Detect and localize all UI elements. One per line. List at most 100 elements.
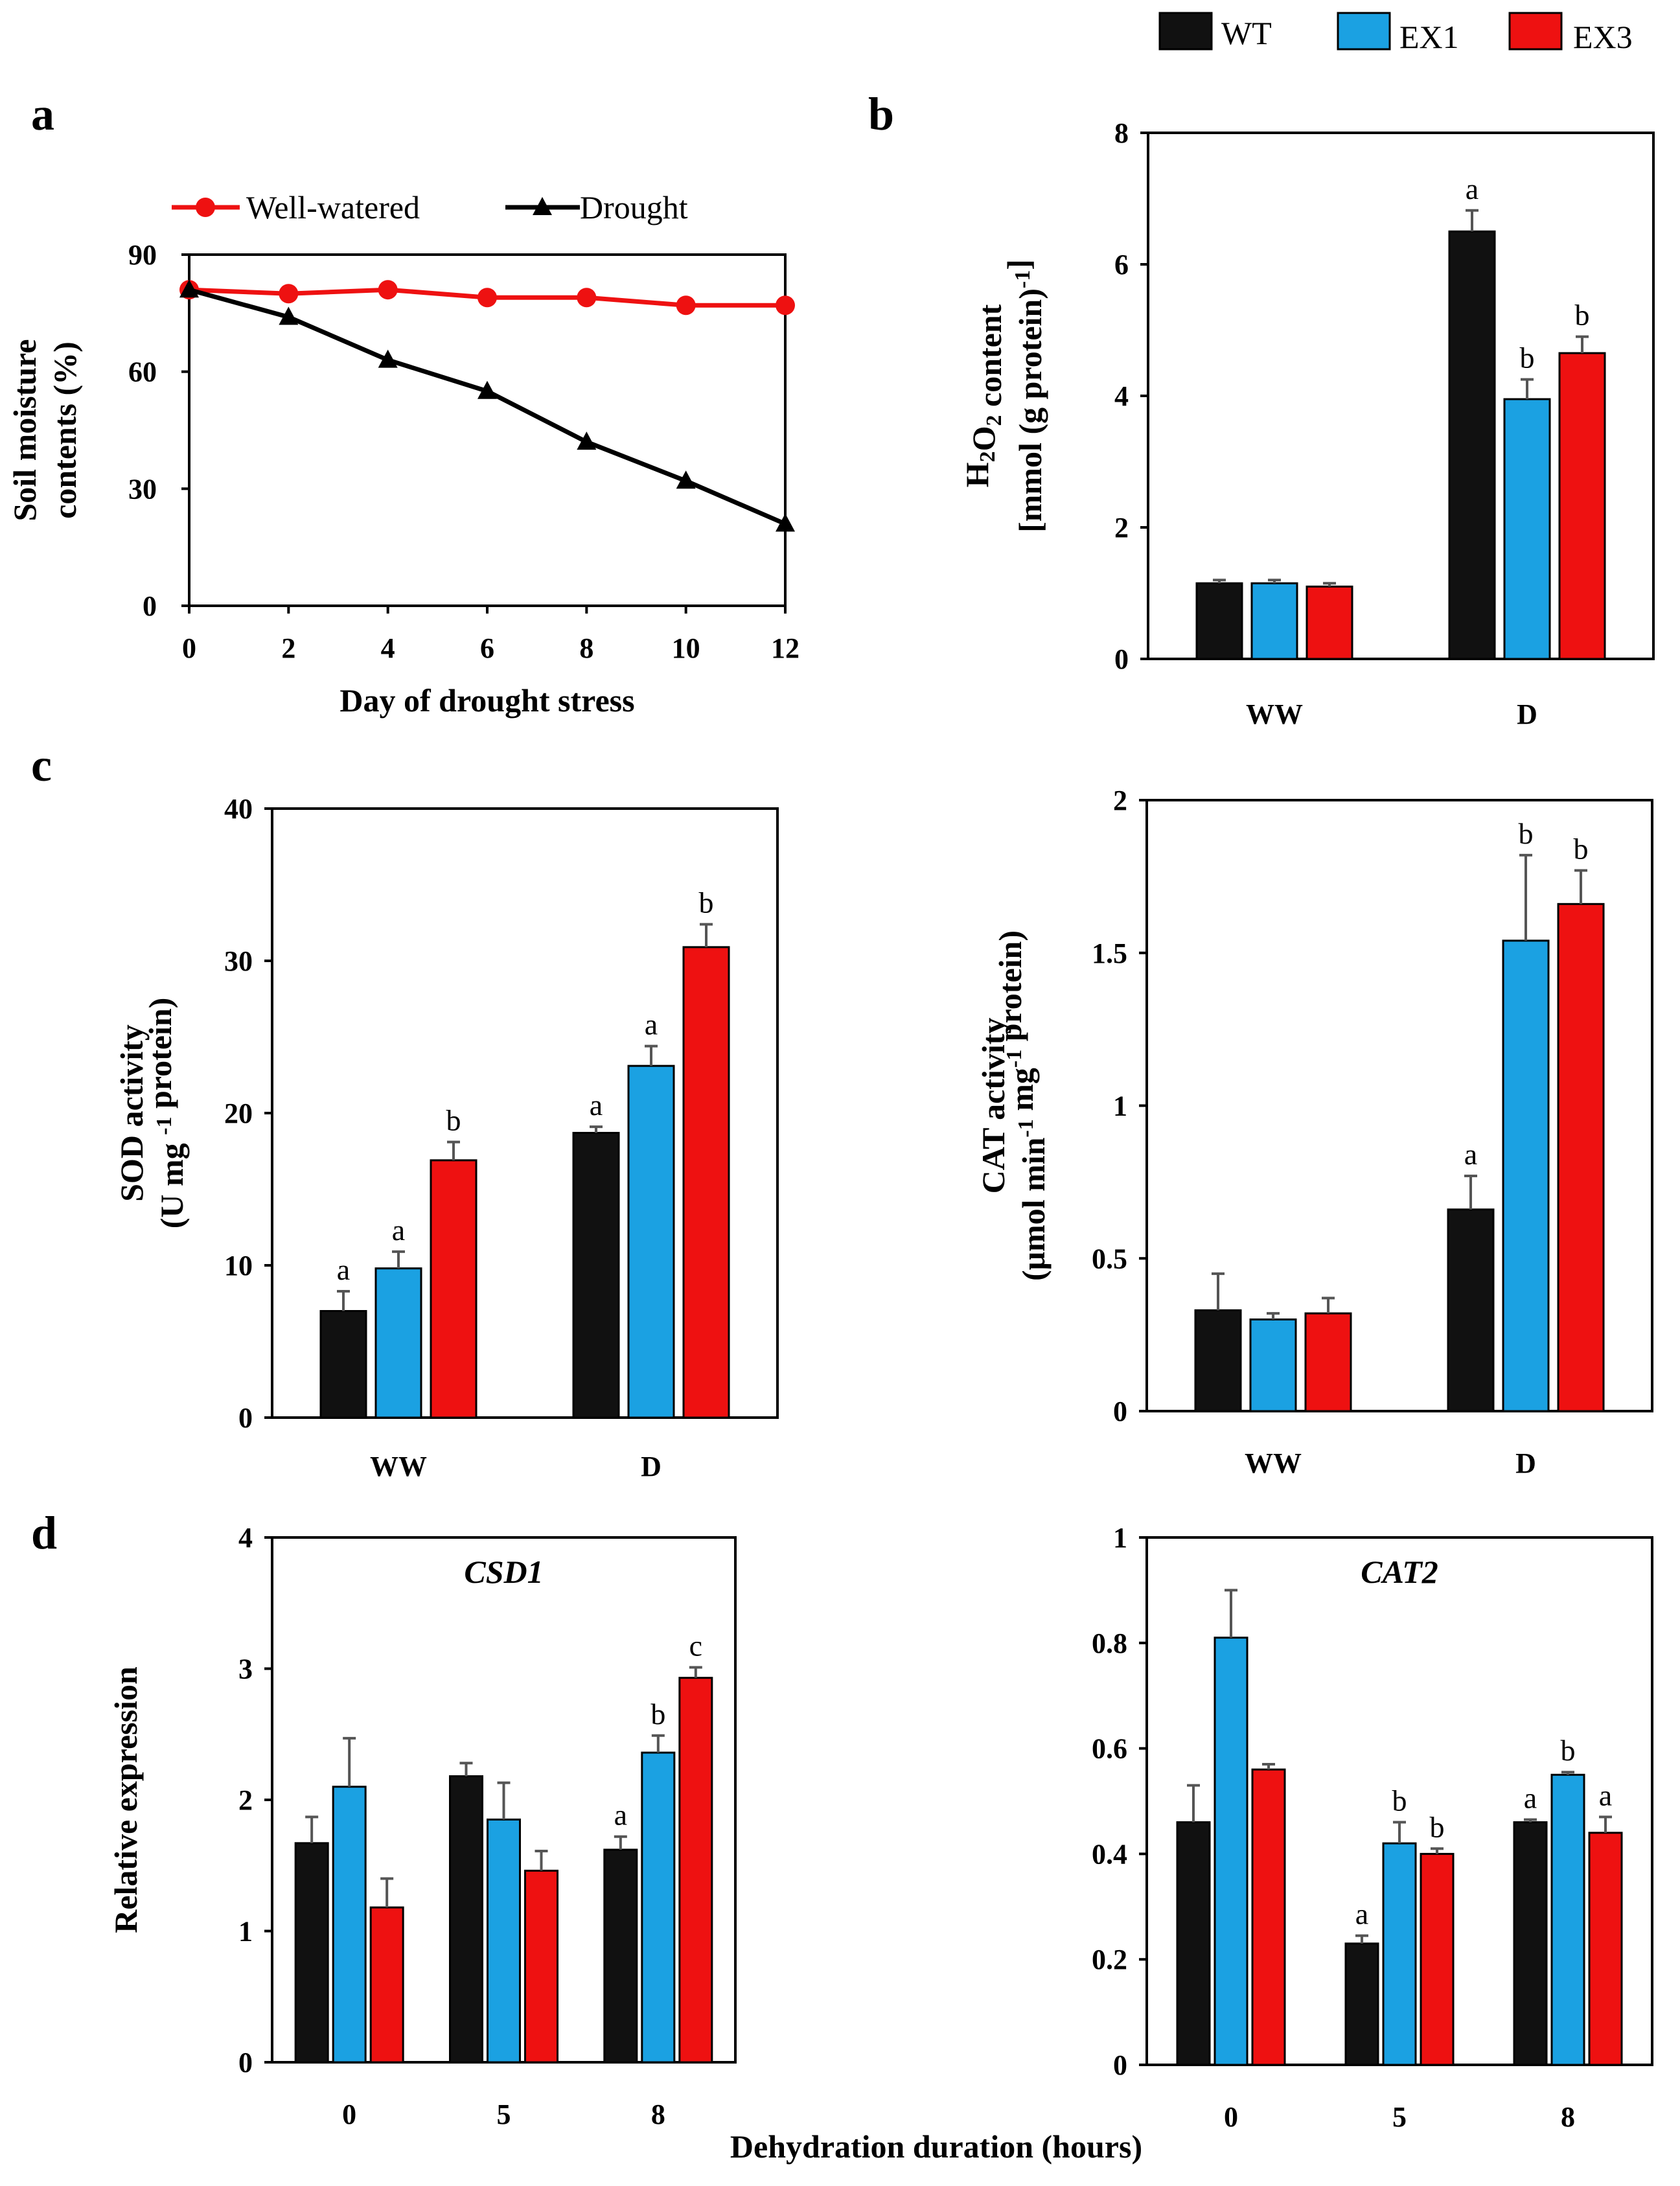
- x-category-label: D: [641, 1451, 662, 1482]
- y-tick-label: 2: [1113, 785, 1127, 816]
- legend-swatch-ex1: [1337, 12, 1391, 51]
- bar: [1250, 582, 1298, 660]
- x-category-label: D: [1517, 698, 1537, 730]
- data-point: [378, 349, 398, 368]
- bar: [1344, 1942, 1379, 2066]
- data-point: [378, 280, 398, 300]
- data-point: [179, 279, 199, 298]
- data-point: [577, 288, 597, 308]
- y-tick-label: 2: [238, 1784, 253, 1816]
- bar: [430, 1159, 478, 1419]
- y-tick-label: 0.8: [1092, 1628, 1127, 1659]
- x-category-label: 5: [497, 2099, 511, 2130]
- significance-letter: b: [1561, 1734, 1576, 1767]
- legend-marker-drought: [533, 197, 552, 215]
- x-tick-label: 12: [771, 632, 800, 664]
- significance-letter: b: [1519, 817, 1534, 850]
- x-category-label: WW: [370, 1451, 427, 1482]
- x-category-label: 0: [342, 2099, 356, 2130]
- y-tick-label: 2: [1114, 512, 1129, 544]
- significance-letter: a: [392, 1214, 405, 1247]
- data-point: [478, 288, 497, 308]
- bar: [487, 1818, 521, 2064]
- bar: [1176, 1821, 1211, 2066]
- panel-label-c: c: [31, 739, 52, 791]
- y-tick-label: 60: [128, 356, 157, 388]
- bar: [1513, 1821, 1548, 2066]
- bar: [682, 946, 730, 1419]
- data-point: [776, 513, 795, 532]
- y-tick-label: 90: [128, 239, 157, 271]
- significance-letter: c: [689, 1629, 702, 1662]
- y-axis-label: Relative expression: [108, 1666, 144, 1933]
- x-category-label: D: [1515, 1447, 1536, 1479]
- y-tick-label: 0.6: [1092, 1733, 1127, 1765]
- y-tick-label: 0: [1113, 1396, 1127, 1427]
- legend-label-ex1: EX1: [1399, 19, 1459, 55]
- significance-letter: a: [337, 1253, 350, 1286]
- y-axis-label: CAT activity(μmol min-1 mg-1 protein): [975, 930, 1052, 1281]
- bar: [572, 1132, 620, 1419]
- significance-letter: b: [1430, 1810, 1445, 1843]
- bar: [319, 1310, 367, 1419]
- y-tick-label: 40: [224, 793, 253, 825]
- bar: [332, 1786, 367, 2064]
- bar: [678, 1677, 713, 2064]
- chart-b-h2o2-content: 0 2 4 6 8 WW Da b b H2O2 content [mmol (g protein)…: [959, 117, 1655, 730]
- bar: [1382, 1842, 1417, 2066]
- chart-title: CSD1: [464, 1554, 543, 1590]
- bar: [369, 1906, 404, 2064]
- y-tick-label: 30: [128, 473, 157, 505]
- legend: WT EX1 EX3: [1158, 12, 1633, 55]
- x-tick-label: 2: [281, 632, 295, 664]
- y-tick-label: 30: [224, 945, 253, 977]
- bar: [1448, 230, 1496, 660]
- data-point: [676, 295, 696, 316]
- bar: [627, 1064, 675, 1419]
- y-tick-label: 3: [238, 1653, 253, 1685]
- bar: [1306, 585, 1353, 660]
- significance-letter: a: [645, 1008, 658, 1041]
- y-tick-label: 20: [224, 1098, 253, 1129]
- y-tick-label: 1.5: [1092, 938, 1127, 969]
- series-line: [189, 287, 787, 526]
- significance-letter: b: [1392, 1784, 1407, 1817]
- data-point: [676, 470, 696, 489]
- panel-label-d: d: [31, 1507, 57, 1559]
- x-tick-label: 6: [480, 632, 494, 664]
- bar: [1503, 398, 1551, 660]
- panel-label-b: b: [868, 88, 894, 140]
- bar: [1557, 903, 1605, 1412]
- bar: [1249, 1318, 1297, 1412]
- x-tick-label: 4: [381, 632, 395, 664]
- legend-swatch-ex3: [1508, 12, 1563, 51]
- y-axis-label: Soil moisture contents (%): [6, 339, 83, 521]
- legend-label-wt: WT: [1221, 15, 1272, 51]
- x-category-label: 0: [1224, 2101, 1238, 2133]
- legend-swatch-wt: [1158, 12, 1213, 51]
- bar: [1214, 1637, 1248, 2066]
- shared-x-axis-label: Dehydration duration (hours): [730, 2128, 1142, 2165]
- chart-title: CAT2: [1361, 1554, 1438, 1590]
- y-tick-label: 4: [1114, 380, 1129, 412]
- y-tick-label: 0.5: [1092, 1243, 1127, 1274]
- x-axis-label: Day of drought stress: [339, 682, 634, 719]
- significance-letter: a: [1599, 1778, 1612, 1812]
- significance-letter: b: [650, 1697, 665, 1731]
- bar: [1588, 1832, 1623, 2066]
- chart-c-sod-activity: 0 10 20 30 40 WW a a b Da a b SOD activity (U mg -1 p…: [113, 793, 779, 1482]
- legend-label-ex3: EX3: [1573, 19, 1633, 55]
- bar: [603, 1848, 638, 2064]
- data-point: [577, 431, 597, 450]
- significance-letter: a: [1524, 1781, 1537, 1814]
- data-point: [478, 380, 497, 399]
- x-category-label: 5: [1392, 2101, 1407, 2133]
- significance-letter: b: [446, 1104, 461, 1137]
- data-point: [279, 306, 299, 325]
- bar: [1447, 1208, 1495, 1412]
- x-tick-label: 10: [672, 632, 700, 664]
- bar: [1558, 352, 1606, 660]
- x-category-label: 8: [651, 2099, 665, 2130]
